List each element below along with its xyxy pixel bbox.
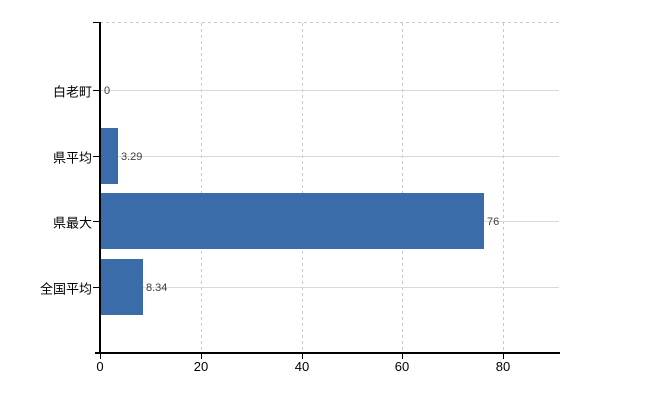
value-label: 0: [104, 85, 111, 97]
x-axis-line: [95, 352, 560, 354]
x-axis-tick-mark: [503, 354, 504, 359]
vertical-gridline: [503, 23, 504, 352]
y-axis-tick-mark: [93, 90, 100, 91]
y-axis-tick-mark: [93, 287, 100, 288]
bar: [101, 259, 143, 315]
x-axis-tick-label: 60: [394, 359, 410, 374]
x-axis-tick-mark: [100, 354, 101, 359]
plot-area: [100, 22, 560, 352]
x-axis-tick-label: 80: [495, 359, 511, 374]
y-axis-tick-mark: [93, 156, 100, 157]
y-axis-top-tick-mark: [93, 22, 100, 23]
category-label: 全国平均: [39, 281, 92, 297]
y-axis-tick-mark: [93, 221, 100, 222]
value-label: 8.34: [146, 282, 168, 294]
category-label: 白老町: [52, 84, 92, 100]
vertical-gridline: [201, 23, 202, 352]
x-axis-tick-mark: [402, 354, 403, 359]
horizontal-gridline: [101, 90, 559, 91]
bar: [101, 193, 484, 249]
x-axis-tick-label: 40: [294, 359, 310, 374]
horizontal-gridline: [101, 287, 559, 288]
horizontal-gridline: [101, 156, 559, 157]
value-label: 3.29: [121, 151, 143, 163]
y-axis-line: [99, 22, 101, 352]
vertical-gridline: [302, 23, 303, 352]
x-axis-tick-mark: [302, 354, 303, 359]
x-axis-tick-label: 20: [193, 359, 209, 374]
x-axis-tick-label: 0: [96, 359, 104, 374]
bar: [101, 128, 118, 184]
category-label: 県最大: [52, 215, 92, 231]
category-label: 県平均: [52, 150, 92, 166]
plot-top-boundary-line: [100, 22, 560, 23]
value-label: 76: [487, 216, 500, 228]
x-axis-tick-mark: [201, 354, 202, 359]
vertical-gridline: [402, 23, 403, 352]
